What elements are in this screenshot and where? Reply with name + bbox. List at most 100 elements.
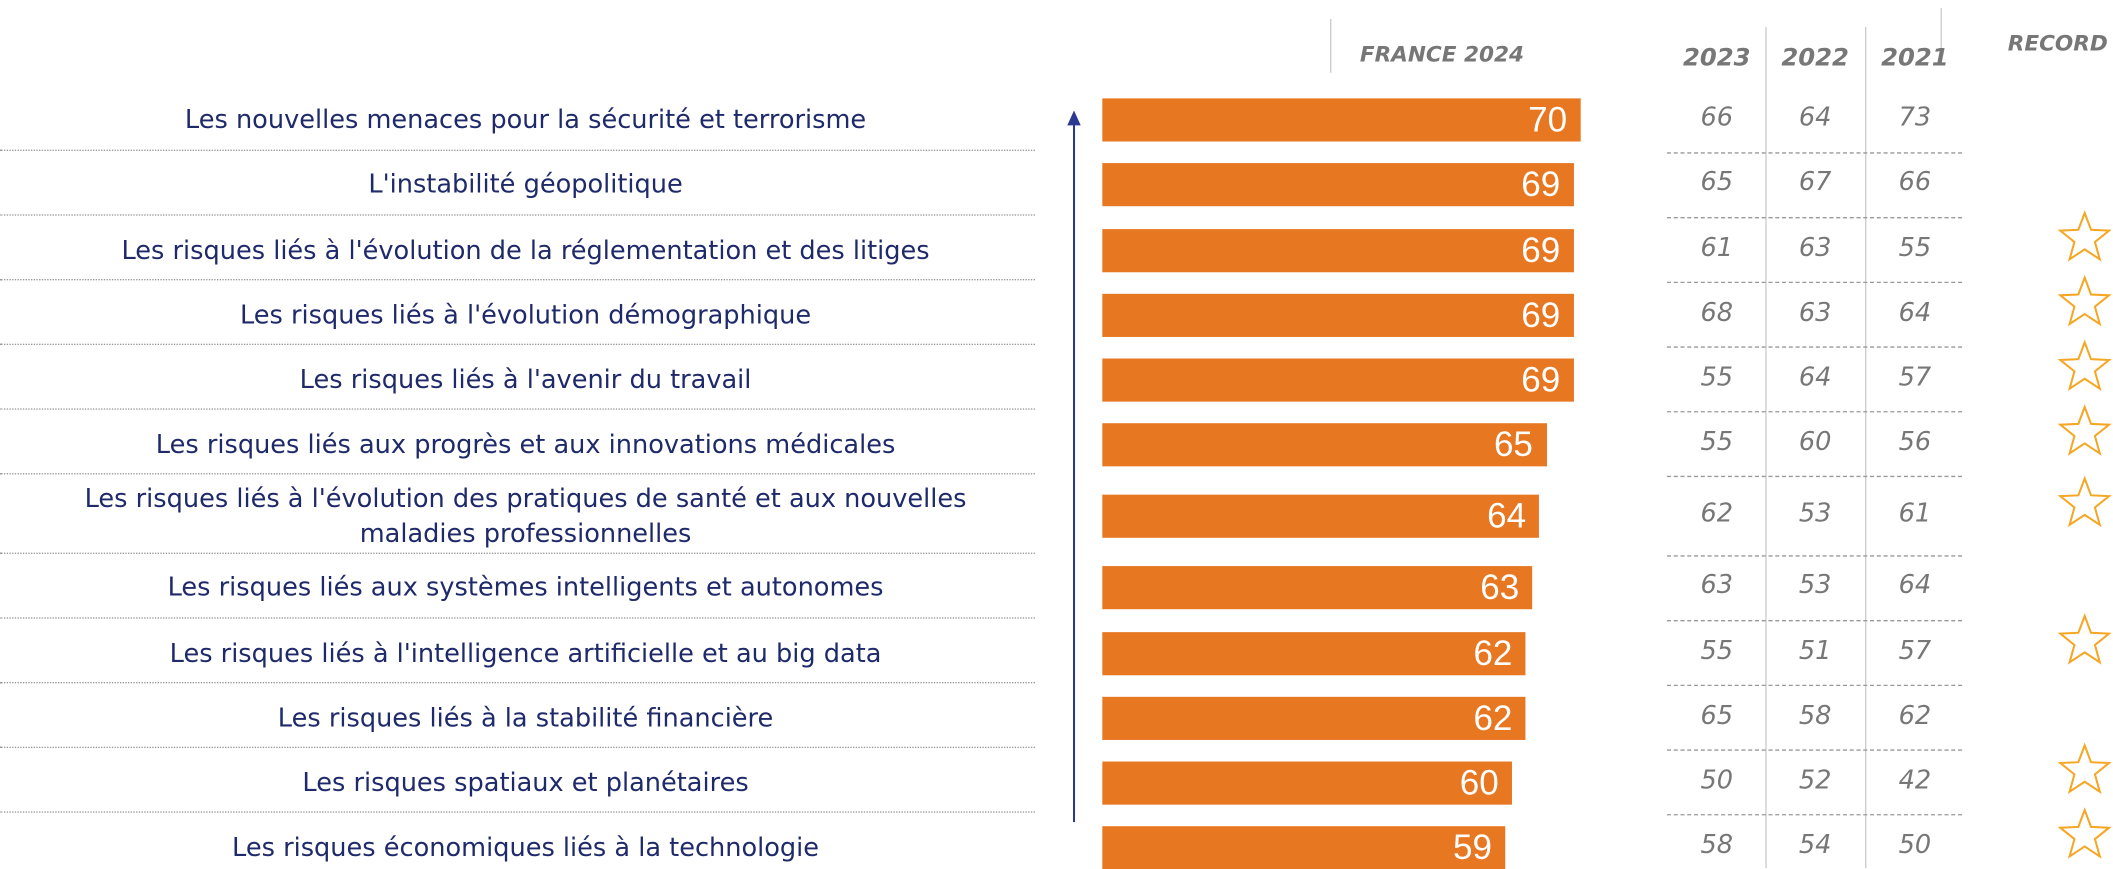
divider [1865,26,1867,869]
star-shape [2057,475,2112,528]
separator [0,279,1035,281]
history-value: 50 [1700,765,1734,796]
history-value: 64 [1898,297,1932,328]
record-star [2057,210,2112,262]
bar-value: 63 [1480,566,1520,608]
bar [1102,293,1574,337]
bar-value: 64 [1487,495,1527,536]
bar [1102,494,1540,538]
bar-value: 69 [1521,229,1561,271]
bar [1102,566,1533,610]
record-star [2057,404,2112,456]
history-value: 57 [1898,636,1932,666]
history-value: 73 [1898,102,1932,133]
history-value: 64 [1898,570,1932,600]
history-value: 64 [1798,102,1832,133]
history-value: 58 [1798,700,1832,731]
history-value: 62 [1700,498,1734,529]
history-value: 55 [1700,362,1734,393]
category-label: Les risques liés à l'évolution des prati… [84,483,967,549]
star-shape [2057,339,2112,392]
history-value: 67 [1798,167,1832,197]
history-value: 42 [1898,765,1932,796]
category-label: Les risques économiques liés à la techno… [232,832,820,863]
history-value: 56 [1898,427,1932,457]
history-value: 63 [1798,297,1832,328]
star-shape [2057,210,2112,262]
record-star [2057,742,2112,795]
history-value: 55 [1898,233,1932,263]
separator [1666,281,1963,284]
separator [0,214,1035,216]
category-label: Les risques liés à l'intelligence artifi… [169,638,882,669]
history-value: 53 [1798,570,1832,600]
bar [1102,98,1581,142]
separator [1666,555,1963,557]
divider [1940,8,1942,49]
history-value: 53 [1798,498,1832,529]
bar [1102,423,1547,467]
category-label: Les risques liés à la stabilité financiè… [277,703,774,734]
history-value: 54 [1798,830,1832,860]
column-header: RECORD [2007,30,2108,56]
separator [0,408,1035,410]
history-value: 65 [1700,700,1734,731]
history-value: 63 [1700,570,1734,600]
record-star [2057,339,2112,392]
divider [1765,26,1767,869]
bar [1102,229,1574,273]
history-value: 63 [1798,233,1832,263]
history-value: 50 [1898,830,1932,860]
separator [0,343,1035,346]
bar [1102,163,1574,207]
separator [0,746,1035,749]
category-label: Les risques liés aux progrès et aux inno… [155,429,896,460]
bar-value: 69 [1521,294,1561,335]
separator [0,617,1035,619]
record-star [2057,613,2112,665]
bar-value: 60 [1459,762,1499,803]
column-header: 2022 [1781,43,1849,73]
separator [1666,346,1963,348]
star-shape [2057,613,2112,665]
separator [1666,620,1963,622]
history-value: 58 [1700,830,1734,860]
history-value: 60 [1798,427,1832,457]
history-value: 61 [1700,233,1734,263]
category-label: Les risques liés à l'avenir du travail [299,365,752,395]
history-value: 55 [1700,636,1734,666]
separator [1666,152,1963,154]
arrow [1067,110,1081,823]
column-header: FRANCE 2024 [1359,41,1524,67]
bar-value: 69 [1521,163,1561,205]
history-value: 57 [1898,362,1932,393]
history-value: 64 [1798,362,1832,393]
history-value: 65 [1700,167,1734,197]
record-star [2057,475,2112,528]
separator [1666,411,1963,413]
star-shape [2057,274,2112,327]
history-value: 66 [1898,167,1932,197]
bar-value: 65 [1493,423,1533,465]
separator [1666,475,1963,478]
separator [0,811,1035,813]
separator [0,473,1035,475]
history-value: 55 [1700,427,1734,457]
separator [1666,684,1963,687]
column-header: 2023 [1683,43,1751,73]
separator [1666,814,1963,816]
separator [1666,749,1963,751]
bar-value: 62 [1473,632,1513,674]
history-value: 66 [1700,102,1734,133]
bar [1102,826,1506,869]
separator [1666,217,1963,219]
bar [1102,358,1574,402]
history-value: 68 [1700,297,1734,328]
star-shape [2057,807,2112,859]
history-value: 61 [1898,498,1932,529]
separator [0,552,1035,554]
history-value: 62 [1898,700,1932,731]
bar [1102,632,1526,676]
